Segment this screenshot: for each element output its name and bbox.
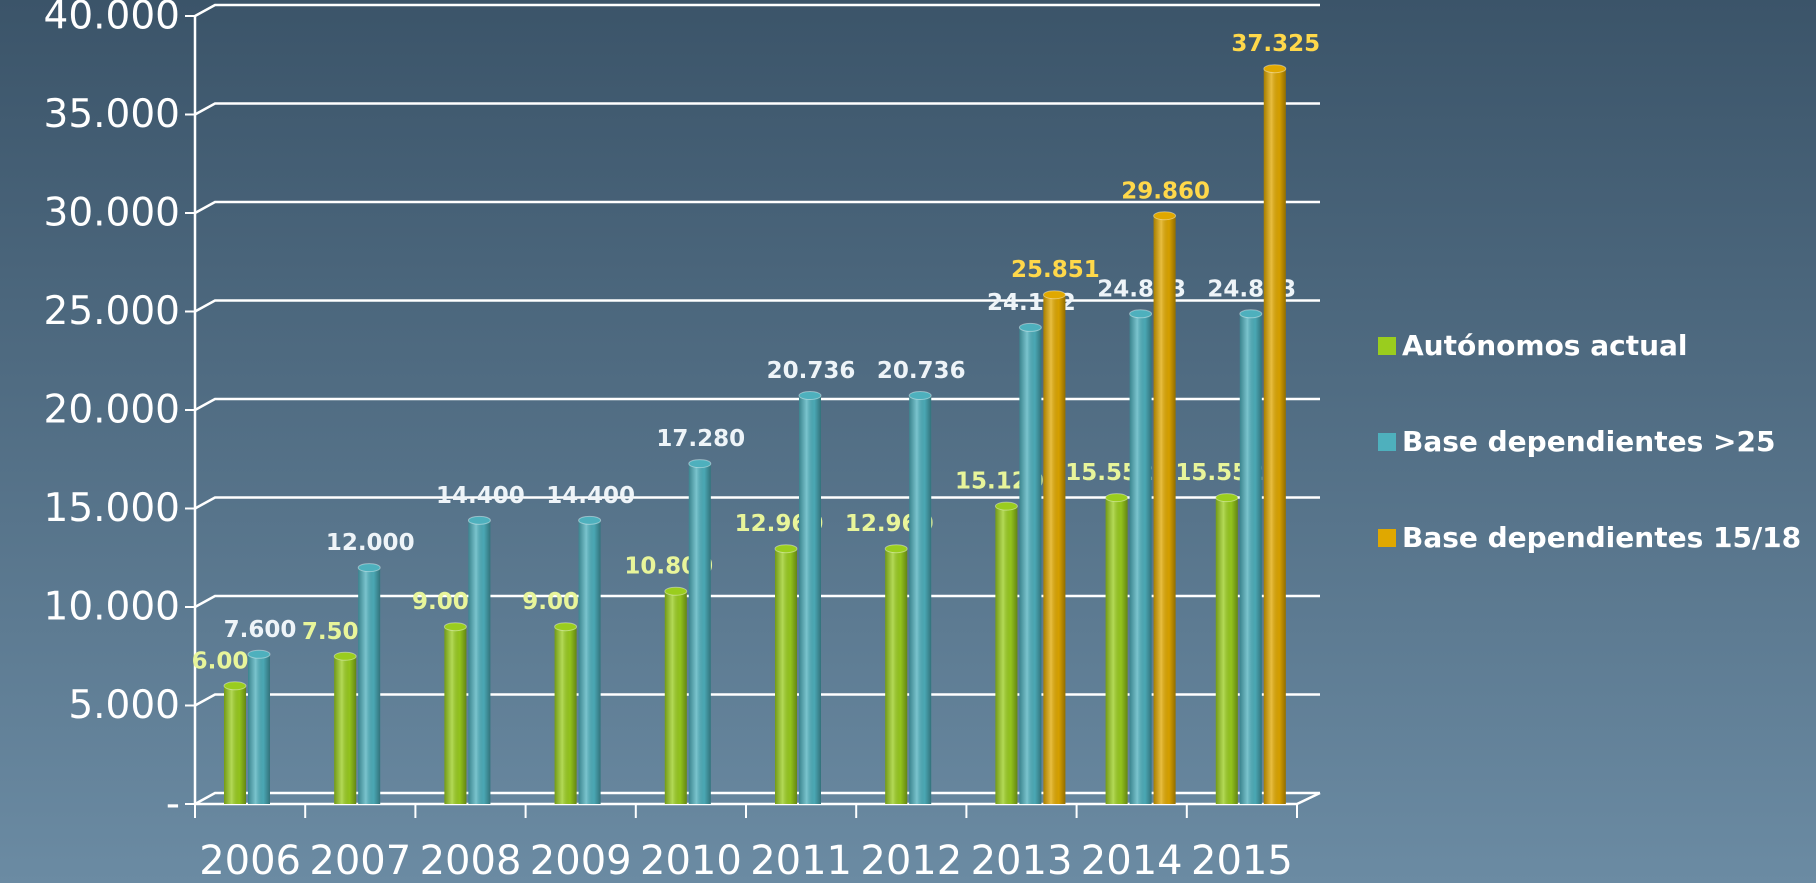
bar (1153, 211, 1177, 804)
bar (1042, 290, 1066, 804)
grid-line (194, 397, 1320, 412)
bar (223, 681, 247, 804)
data-label: 25.851 (1011, 257, 1100, 283)
grid-line (194, 594, 1320, 609)
x-tick-label: 2015 (1191, 838, 1293, 883)
bar (1018, 322, 1042, 804)
x-tick-label: 2011 (750, 838, 852, 883)
bar (774, 544, 798, 804)
bar (908, 391, 932, 804)
bar (664, 586, 688, 804)
x-tick-label: 2006 (199, 838, 301, 883)
data-label: 20.736 (767, 358, 856, 384)
legend-label: Autónomos actual (1402, 329, 1688, 362)
legend-label: Base dependientes 15/18 (1402, 521, 1801, 554)
grid-line (194, 3, 1320, 18)
bar (247, 649, 271, 804)
data-label: 17.280 (656, 426, 745, 452)
grid-line (194, 693, 1320, 707)
grid-line (194, 791, 1320, 806)
bar (1105, 493, 1129, 804)
bar (357, 563, 381, 804)
data-label: 14.400 (436, 483, 525, 509)
bar (1215, 493, 1239, 804)
grid-line (194, 102, 1320, 116)
bar (884, 544, 908, 804)
data-label: 7.600 (224, 617, 297, 643)
legend-swatch (1378, 529, 1396, 547)
y-tick-label: 40.000 (44, 0, 180, 39)
legend-label: Base dependientes >25 (1402, 425, 1775, 458)
x-tick-label: 2008 (420, 838, 522, 883)
x-tick-label: 2013 (971, 838, 1073, 883)
data-label: 14.400 (546, 483, 635, 509)
y-tick-label: 30.000 (44, 191, 180, 236)
bar (554, 622, 578, 804)
y-tick-label: - (166, 782, 180, 827)
y-tick-label: 5.000 (68, 683, 180, 728)
x-tick-label: 2012 (860, 838, 962, 883)
x-tick-label: 2007 (309, 838, 411, 883)
data-label: 29.860 (1121, 178, 1210, 204)
grid-line (194, 299, 1320, 313)
x-tick-label: 2009 (530, 838, 632, 883)
data-label: 37.325 (1231, 31, 1320, 57)
y-tick-label: 15.000 (44, 486, 180, 531)
bar (1263, 64, 1287, 804)
bar (1129, 309, 1153, 804)
grid-line (194, 496, 1320, 510)
bar (578, 515, 602, 804)
data-label: 12.000 (326, 530, 415, 556)
legend-swatch (1378, 433, 1396, 451)
bar (1239, 309, 1263, 804)
legend-swatch (1378, 337, 1396, 355)
x-tick-label: 2014 (1081, 838, 1183, 883)
y-tick-label: 10.000 (44, 585, 180, 630)
bar (994, 501, 1018, 804)
y-tick-label: 35.000 (44, 92, 180, 137)
data-label: 20.736 (877, 358, 966, 384)
bar (467, 515, 491, 804)
y-tick-label: 25.000 (44, 289, 180, 334)
y-tick-label: 20.000 (44, 388, 180, 433)
x-tick-label: 2010 (640, 838, 742, 883)
bar (333, 651, 357, 804)
bar (798, 391, 822, 804)
bar (688, 459, 712, 804)
bar (443, 622, 467, 804)
grid-line (194, 200, 1320, 215)
